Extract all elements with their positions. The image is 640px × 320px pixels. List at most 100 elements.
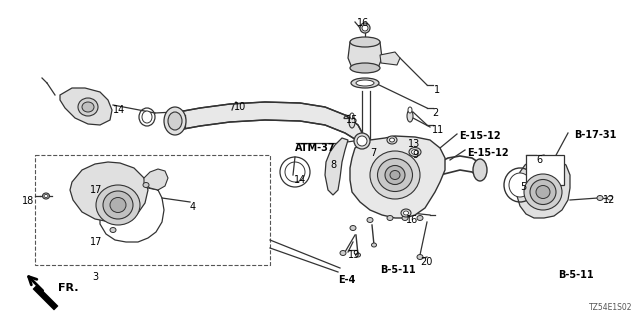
Ellipse shape [110, 228, 116, 233]
Ellipse shape [390, 138, 394, 142]
Polygon shape [325, 138, 348, 195]
Polygon shape [230, 102, 265, 122]
Ellipse shape [417, 215, 423, 220]
Text: 11: 11 [432, 125, 444, 135]
Ellipse shape [367, 218, 373, 222]
Polygon shape [380, 52, 400, 65]
Ellipse shape [473, 159, 487, 181]
Ellipse shape [357, 136, 367, 146]
Ellipse shape [530, 180, 556, 204]
Text: B-17-31: B-17-31 [574, 130, 616, 140]
Ellipse shape [355, 253, 360, 257]
Ellipse shape [387, 136, 397, 144]
Text: 9: 9 [412, 150, 418, 160]
Text: 15: 15 [346, 115, 358, 125]
Bar [526, 155, 564, 185]
Text: E-4: E-4 [338, 275, 355, 285]
Ellipse shape [362, 25, 368, 31]
Ellipse shape [387, 215, 393, 220]
Text: 6: 6 [536, 155, 542, 165]
Ellipse shape [164, 107, 186, 135]
Polygon shape [70, 162, 148, 222]
Ellipse shape [350, 63, 380, 73]
Ellipse shape [42, 193, 49, 199]
Ellipse shape [103, 191, 133, 219]
Ellipse shape [44, 195, 48, 197]
Ellipse shape [340, 251, 346, 255]
Ellipse shape [408, 107, 412, 113]
Text: 1: 1 [434, 85, 440, 95]
Ellipse shape [371, 243, 376, 247]
Ellipse shape [597, 196, 603, 201]
Text: 14: 14 [294, 175, 307, 185]
Ellipse shape [285, 162, 305, 182]
Polygon shape [348, 42, 382, 68]
Ellipse shape [403, 211, 408, 215]
Ellipse shape [110, 197, 126, 212]
Bar [35, 155, 270, 265]
Text: 18: 18 [22, 196, 35, 206]
Ellipse shape [370, 151, 420, 199]
Ellipse shape [385, 165, 405, 185]
Ellipse shape [350, 37, 380, 47]
Ellipse shape [407, 110, 413, 122]
Ellipse shape [412, 149, 419, 155]
Text: FR.: FR. [58, 283, 79, 293]
Ellipse shape [402, 215, 408, 220]
Ellipse shape [78, 98, 98, 116]
Text: B-5-11: B-5-11 [380, 265, 415, 275]
Text: 19: 19 [348, 250, 360, 260]
Polygon shape [300, 103, 325, 125]
Ellipse shape [356, 80, 374, 86]
Ellipse shape [96, 185, 140, 225]
Ellipse shape [82, 102, 94, 112]
Ellipse shape [143, 182, 149, 188]
Ellipse shape [354, 133, 370, 149]
Ellipse shape [351, 78, 379, 88]
Text: 14: 14 [113, 105, 125, 115]
Ellipse shape [401, 209, 411, 217]
Text: 17: 17 [90, 185, 102, 195]
Ellipse shape [350, 113, 354, 119]
Ellipse shape [390, 171, 400, 180]
Text: 10: 10 [234, 102, 246, 112]
Polygon shape [144, 169, 168, 190]
Text: 16: 16 [406, 215, 419, 225]
Ellipse shape [360, 23, 370, 33]
Polygon shape [33, 285, 58, 310]
Polygon shape [178, 108, 200, 130]
Ellipse shape [417, 254, 423, 260]
Polygon shape [325, 107, 345, 133]
Text: ATM-37: ATM-37 [295, 143, 335, 153]
Polygon shape [345, 115, 358, 141]
Ellipse shape [142, 111, 152, 123]
Text: 2: 2 [432, 108, 438, 118]
Ellipse shape [607, 196, 612, 200]
Polygon shape [60, 88, 112, 125]
Polygon shape [350, 136, 445, 218]
Ellipse shape [536, 186, 550, 198]
Text: 7: 7 [370, 148, 376, 158]
Text: 20: 20 [420, 257, 433, 267]
Text: E-15-12: E-15-12 [467, 148, 509, 158]
Text: 4: 4 [190, 202, 196, 212]
Text: 8: 8 [330, 160, 336, 170]
Text: B-5-11: B-5-11 [558, 270, 594, 280]
Ellipse shape [349, 116, 355, 128]
Text: 12: 12 [603, 195, 616, 205]
Text: 5: 5 [520, 182, 526, 192]
Text: 16: 16 [357, 18, 369, 28]
Ellipse shape [409, 148, 421, 156]
Ellipse shape [350, 226, 356, 230]
Text: E-15-12: E-15-12 [459, 131, 500, 141]
Text: 13: 13 [408, 139, 420, 149]
Text: 3: 3 [92, 272, 98, 282]
Polygon shape [517, 158, 570, 218]
Text: TZ54E1S02: TZ54E1S02 [589, 303, 632, 312]
Polygon shape [200, 104, 230, 126]
Ellipse shape [524, 174, 562, 210]
Ellipse shape [168, 112, 182, 130]
Ellipse shape [509, 173, 531, 197]
Text: 17: 17 [90, 237, 102, 247]
Polygon shape [265, 102, 300, 121]
